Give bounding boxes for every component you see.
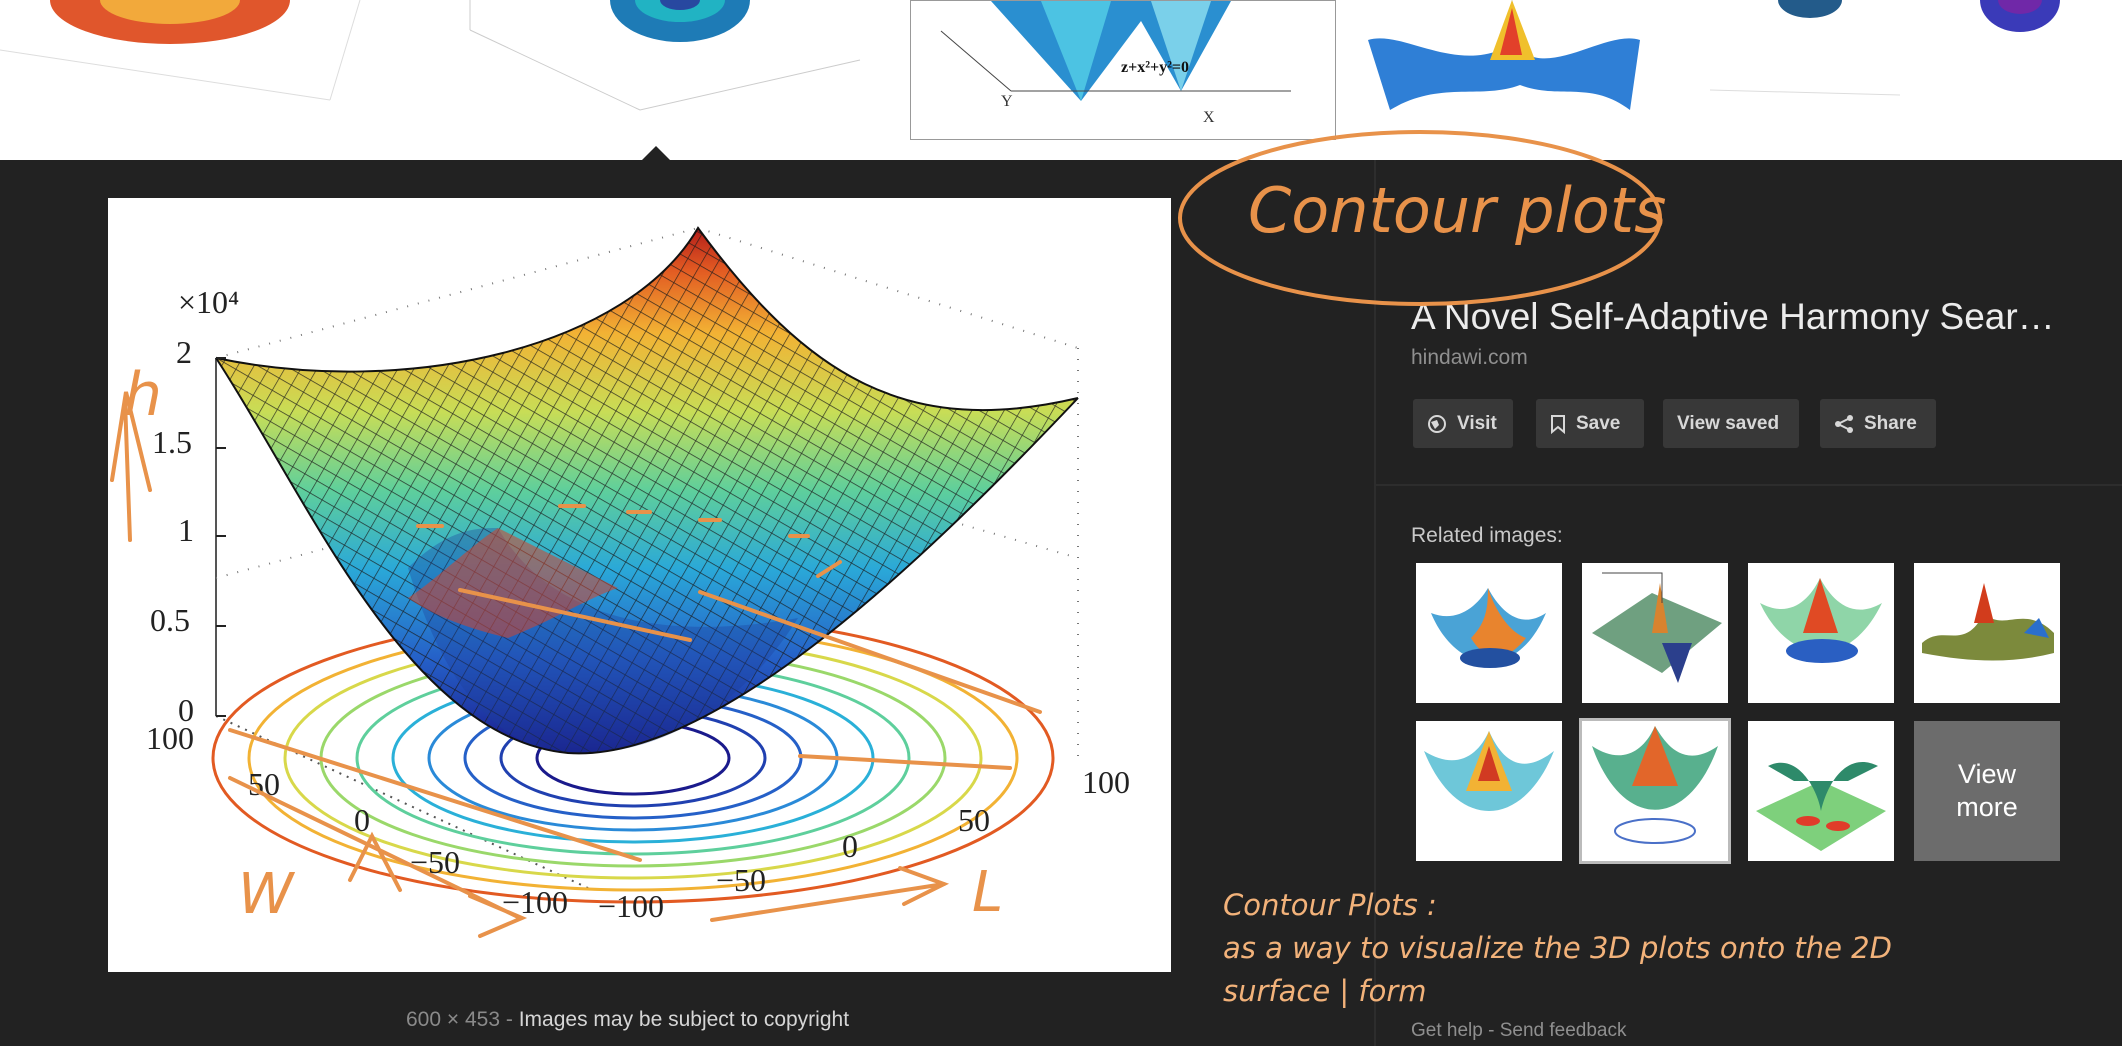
view-saved-button[interactable]: View saved (1663, 399, 1799, 448)
annotation-h: h (124, 360, 163, 430)
result-thumbnail-4[interactable] (1350, 0, 1670, 140)
note-title: Contour Plots : (1223, 888, 1437, 922)
related-image-2[interactable] (1582, 563, 1728, 703)
view-more-label: View more (1956, 759, 2018, 822)
z-tick-label: 0.5 (150, 602, 190, 638)
l-tick-label: 50 (958, 802, 990, 838)
h-axis-arrow (110, 391, 152, 542)
visit-button[interactable]: Visit (1413, 399, 1513, 448)
selected-result-pointer (640, 146, 672, 162)
l-axis-arrow (710, 866, 950, 922)
view-saved-label: View saved (1677, 412, 1780, 434)
result-thumbnail-2[interactable] (440, 0, 880, 140)
z-axis-multiplier: ×10⁴ (178, 284, 240, 320)
share-icon (1835, 414, 1853, 433)
bookmark-icon (1551, 414, 1565, 434)
preview-image[interactable]: ×10⁴ 2 1.5 1 0.5 0 100 50 0 −50 −100 −10… (108, 198, 1171, 972)
annotation-l: L (972, 860, 1004, 925)
related-image-3[interactable] (1748, 563, 1894, 703)
annotation-w: W (238, 862, 294, 927)
save-button[interactable]: Save (1536, 399, 1644, 448)
contour-plots-circle (1178, 130, 1662, 306)
footer-links: Get help - Send feedback (1411, 1020, 1626, 1042)
note-line-2: surface | form (1223, 974, 1427, 1008)
related-image-5[interactable] (1416, 721, 1562, 861)
result-title[interactable]: A Novel Self-Adaptive Harmony Sear… (1411, 296, 2055, 337)
caption-separator: - (505, 1008, 513, 1031)
image-info-caption: 600 × 453 - Images may be subject to cop… (406, 1008, 849, 1032)
related-images-label: Related images: (1411, 524, 1563, 547)
l-tick-label: −100 (598, 888, 665, 924)
surface-mesh (215, 226, 1079, 755)
note-line-1: as a way to visualize the 3D plots onto … (1223, 931, 1892, 965)
send-feedback-link[interactable]: Send feedback (1499, 1020, 1627, 1041)
thumb3-formula: z+x²+y²=0 (1121, 59, 1190, 76)
result-thumbnail-3[interactable]: z+x²+y²=0 Y X (910, 0, 1336, 140)
thumb3-x-label: X (1203, 109, 1215, 126)
share-button[interactable]: Share (1820, 399, 1936, 448)
l-tick-label: 0 (842, 828, 858, 864)
share-label: Share (1864, 412, 1917, 434)
w-tick-label: −50 (410, 844, 461, 880)
related-image-1[interactable] (1416, 563, 1562, 703)
related-image-6-selected[interactable] (1579, 718, 1731, 864)
copyright-notice[interactable]: Images may be subject to copyright (518, 1008, 850, 1031)
surface-plot-chart (211, 226, 1079, 904)
contour-plots-note: Contour Plots : as a way to visualize th… (1223, 884, 1892, 1013)
z-tick-label: 1 (178, 512, 194, 548)
result-domain[interactable]: hindawi.com (1411, 346, 1528, 369)
result-thumbnail-1[interactable] (0, 0, 430, 140)
plot-back-grid (215, 227, 1079, 758)
circled-heading: Contour plots (1248, 174, 1667, 247)
panel-divider (1374, 160, 1376, 1046)
globe-icon (1428, 414, 1446, 433)
results-thumbnail-strip: z+x²+y²=0 Y X (0, 0, 2122, 160)
image-dimensions: 600 × 453 (406, 1008, 501, 1031)
save-label: Save (1576, 412, 1621, 434)
z-tick-label: 2 (176, 334, 192, 370)
result-thumbnail-5[interactable] (1700, 0, 2122, 140)
z-tick-label: 1.5 (152, 424, 192, 460)
l-tick-label: −50 (716, 862, 767, 898)
thumb3-y-label: Y (1001, 93, 1013, 110)
z-axis-ticks (216, 357, 226, 717)
related-image-4[interactable] (1914, 563, 2060, 703)
footer-separator: - (1488, 1020, 1495, 1041)
related-image-7[interactable] (1748, 721, 1894, 861)
visit-label: Visit (1457, 412, 1497, 434)
panel-rule (1376, 484, 2122, 486)
w-tick-label: 100 (146, 720, 194, 756)
l-tick-label: 100 (1082, 764, 1130, 800)
get-help-link[interactable]: Get help (1411, 1020, 1483, 1041)
view-more-button[interactable]: View more (1914, 721, 2060, 861)
z-tick-label: 0 (178, 692, 194, 728)
w-tick-label: 0 (354, 802, 370, 838)
w-axis-arrow (228, 776, 528, 938)
